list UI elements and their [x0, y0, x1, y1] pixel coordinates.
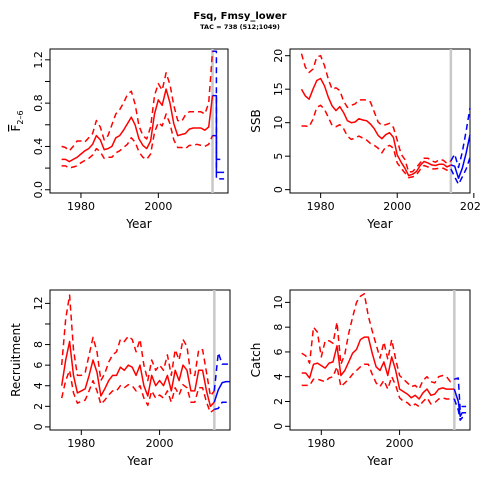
catch-forecast-estimate-line — [453, 388, 467, 418]
fbar-forecast-lower-line — [212, 134, 225, 180]
recruitment-panel: 1980 2000 0 2 4 6 8 12 Year Recruitment — [9, 289, 231, 468]
ssb-forecast-lower-line — [450, 157, 471, 186]
catch-lower-line — [301, 363, 455, 408]
fbar-panel: 1980 2000 0.0 0.4 0.8 1.2 Year F2–6 — [9, 48, 229, 231]
catch-x-tick-label: 2000 — [386, 437, 414, 450]
recruitment-x-tick-label: 1980 — [67, 437, 95, 450]
catch-upper-line — [301, 292, 455, 390]
ssb-upper-line — [300, 53, 452, 173]
fbar-plot-frame — [49, 48, 229, 194]
recruitment-estimate-line — [60, 340, 215, 408]
ssb-x-tick-label: 2000 — [383, 200, 411, 213]
recruitment-y-tick-label: 12 — [32, 296, 45, 310]
ssb-forecast-estimate-line — [450, 134, 471, 180]
fbar-y-tick-label: 0.0 — [32, 181, 45, 199]
fbar-upper-line — [61, 51, 214, 152]
fbar-estimate-line — [61, 88, 214, 163]
recruitment-forecast-lower-line — [214, 401, 230, 411]
catch-plot-frame — [289, 289, 471, 431]
recruitment-y-axis-label: Recruitment — [9, 323, 23, 397]
ssb-forecast-upper-line — [450, 107, 471, 169]
recruitment-y-tick-label: 8 — [32, 341, 45, 348]
recruitment-x-axis-label: Year — [126, 454, 152, 468]
fbar-y-tick-label: 1.2 — [32, 51, 45, 69]
ssb-lower-line — [301, 104, 452, 179]
catch-y-tick-label: 10 — [272, 295, 285, 309]
figure-subtitle: TAC = 738 (512;1049) — [200, 23, 280, 31]
recruitment-lower-line — [60, 369, 215, 414]
fbar-y-axis-label-subscript: 2–6 — [16, 110, 25, 124]
catch-y-axis-label-main: Catch — [249, 343, 263, 378]
catch-x-axis-label: Year — [366, 454, 392, 468]
catch-y-tick-label: 0 — [272, 423, 285, 430]
fbar-y-tick-label: 0.4 — [32, 138, 45, 156]
recruitment-y-tick-label: 4 — [32, 382, 45, 389]
recruitment-y-tick-label: 6 — [32, 362, 45, 369]
catch-panel: 1980 2000 0 2 4 6 8 10 Year Catch — [249, 289, 471, 468]
fbar-x-tick-label: 2000 — [144, 200, 172, 213]
fbar-lower-line — [61, 113, 214, 169]
ssb-y-axis-label-main: SSB — [249, 109, 263, 132]
fbar-y-axis-label: F2–6 — [9, 110, 25, 131]
ssb-y-tick-label: 5 — [272, 153, 285, 160]
catch-y-tick-label: 8 — [272, 324, 285, 331]
catch-y-axis-label: Catch — [249, 343, 263, 378]
ssb-estimate-line — [300, 77, 452, 177]
catch-estimate-line — [301, 336, 455, 400]
catch-y-tick-label: 4 — [272, 373, 285, 380]
recruitment-upper-line — [60, 294, 215, 397]
ssb-x-tick-label: 1980 — [307, 200, 335, 213]
fbar-x-tick-label: 1980 — [67, 200, 95, 213]
fbar-forecast-estimate-line — [212, 94, 225, 174]
figure-title: Fsq, Fmsy_lower — [193, 11, 287, 22]
recruitment-x-tick-label: 2000 — [146, 437, 174, 450]
ssb-y-tick-label: 20 — [272, 49, 285, 63]
ssb-y-tick-label: 10 — [272, 116, 285, 130]
ssb-plot-frame — [289, 48, 471, 194]
ssb-y-tick-label: 0 — [272, 186, 285, 193]
recruitment-plot-frame — [49, 289, 231, 431]
ssb-y-tick-label: 15 — [272, 82, 285, 96]
recruitment-forecast-estimate-line — [213, 380, 230, 403]
ssb-x-axis-label: Year — [366, 217, 392, 231]
fbar-forecast-upper-line — [212, 50, 225, 161]
recruitment-y-axis-label-main: Recruitment — [9, 323, 23, 397]
fbar-y-axis-label-main: F — [9, 125, 23, 132]
fbar-x-axis-label: Year — [125, 217, 151, 231]
recruitment-forecast-upper-line — [213, 352, 230, 391]
catch-forecast-lower-line — [453, 398, 467, 421]
catch-y-tick-label: 2 — [272, 398, 285, 405]
catch-forecast-upper-line — [454, 377, 467, 411]
recruitment-y-tick-label: 2 — [32, 403, 45, 410]
recruitment-y-tick-label: 0 — [32, 423, 45, 430]
catch-x-tick-label: 1980 — [307, 437, 335, 450]
fbar-y-tick-label: 0.8 — [32, 94, 45, 112]
catch-y-tick-label: 6 — [272, 348, 285, 355]
ssb-y-axis-label: SSB — [249, 109, 263, 132]
